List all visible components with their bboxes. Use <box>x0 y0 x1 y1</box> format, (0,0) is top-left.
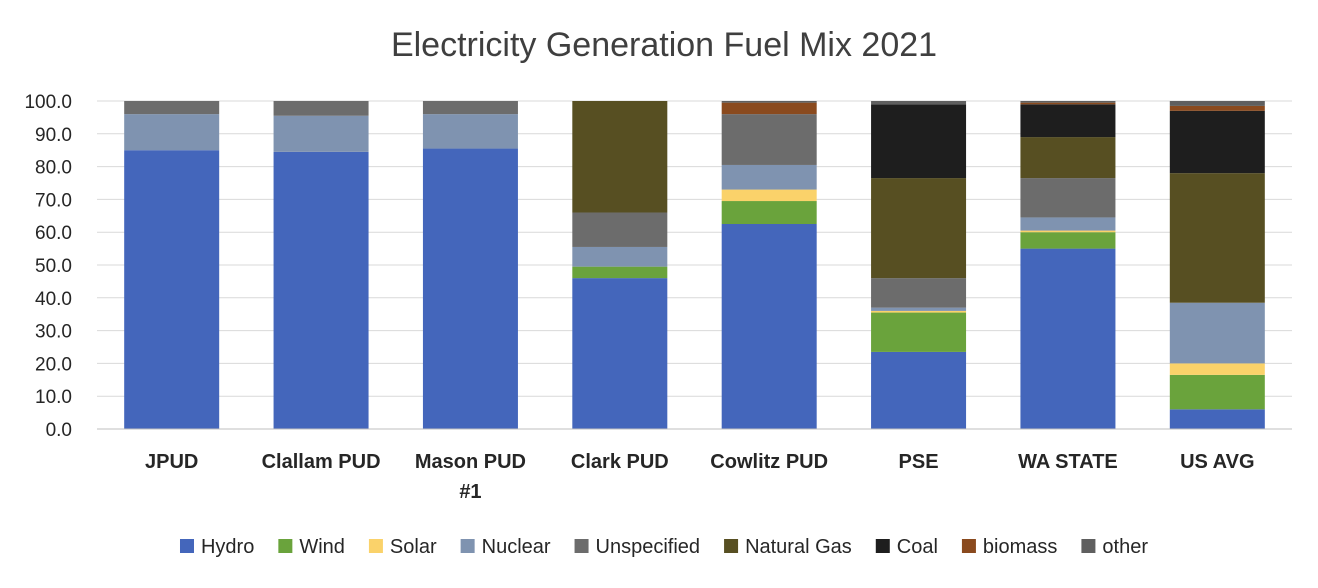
bar-segment-hydro <box>572 278 668 429</box>
x-tick-label: US AVG <box>1180 451 1254 473</box>
bar-segment-wind <box>721 201 817 224</box>
legend-label: other <box>1102 536 1148 558</box>
bar-segment-coal <box>871 104 967 179</box>
legend-swatch <box>179 539 194 553</box>
bar-segment-unspecified <box>572 212 668 247</box>
legend-swatch <box>368 539 383 553</box>
y-axis-ticks: 0.0 10.0 20.0 30.0 40.0 50.0 60.0 70.0 80.0 90.0 1… <box>24 92 72 441</box>
bar-segment-hydro <box>273 151 369 429</box>
bar-segment-unspecified <box>871 278 967 308</box>
x-tick-label: Clallam PUD <box>262 451 381 473</box>
legend-swatch <box>278 539 293 553</box>
x-tick-label-line: Clallam PUD <box>262 451 381 473</box>
bar-segment-coal <box>1020 104 1116 138</box>
bar-segment-wind <box>1169 374 1265 410</box>
legend-label: biomass <box>983 536 1057 558</box>
x-tick-label-line: Mason PUD <box>415 451 526 473</box>
legend-swatch <box>724 539 739 553</box>
y-tick-label: 30.0 <box>35 322 72 343</box>
legend-label: Wind <box>299 536 345 558</box>
x-tick-label-line: #1 <box>459 481 481 503</box>
legend-label: Natural Gas <box>745 536 852 558</box>
bar-segment-unspecified <box>721 114 817 165</box>
bar-segment-solar <box>1169 363 1265 375</box>
legend-swatch <box>875 539 890 553</box>
y-tick-label: 40.0 <box>35 289 72 310</box>
bar-segment-wind <box>871 312 967 352</box>
bar-segment-nuclear <box>273 115 369 152</box>
y-tick-label: 50.0 <box>35 256 72 277</box>
legend-swatch <box>574 539 589 553</box>
chart-title: Electricity Generation Fuel Mix 2021 <box>391 26 937 64</box>
bar-segment-hydro <box>1020 248 1116 429</box>
bar-segment-solar <box>721 189 817 202</box>
legend-label: Coal <box>897 536 938 558</box>
bar-segment-wind <box>572 266 668 279</box>
y-tick-label: 20.0 <box>35 354 72 375</box>
bar-segment-solar <box>871 310 967 313</box>
x-tick-label: Cowlitz PUD <box>710 451 828 473</box>
bar-segment-hydro <box>124 150 220 429</box>
bar-segment-natural-gas <box>572 101 668 213</box>
x-tick-label-line: WA STATE <box>1018 451 1118 473</box>
y-tick-label: 90.0 <box>35 125 72 146</box>
x-tick-label-line: US AVG <box>1180 451 1254 473</box>
legend-label: Unspecified <box>596 536 701 558</box>
bar-segment-coal <box>1169 110 1265 174</box>
bar-segment-unspecified <box>1020 178 1116 218</box>
bar-segment-other <box>1169 101 1265 106</box>
bar-segment-nuclear <box>1020 217 1116 231</box>
bar-segment-unspecified <box>422 101 518 115</box>
y-tick-label: 10.0 <box>35 387 72 408</box>
legend-swatch <box>460 539 475 553</box>
bar-segment-natural-gas <box>1169 173 1265 303</box>
bar-segment-other <box>1020 101 1116 103</box>
bars <box>97 101 1292 430</box>
bar-segment-nuclear <box>871 307 967 311</box>
x-axis-ticks: JPUD Clallam PUD Mason PUD #1 Clark PUD Cowli… <box>145 451 1255 503</box>
x-tick-label: PSE <box>899 451 939 473</box>
x-tick-label: Clark PUD <box>571 451 669 473</box>
x-tick-label: WA STATE <box>1018 451 1118 473</box>
bar-segment-other <box>871 101 967 105</box>
x-tick-label-line: JPUD <box>145 451 198 473</box>
bar-segment-unspecified <box>124 101 220 115</box>
bar-segment-hydro <box>871 351 967 429</box>
x-tick-label: JPUD <box>145 451 198 473</box>
bar-segment-nuclear <box>1169 302 1265 364</box>
x-tick-label-line: Cowlitz PUD <box>710 451 828 473</box>
legend-label: Solar <box>390 536 437 558</box>
bar-segment-nuclear <box>721 164 817 190</box>
x-tick-label: Mason PUD #1 <box>415 451 526 503</box>
y-tick-label: 80.0 <box>35 158 72 179</box>
y-tick-label: 70.0 <box>35 190 72 211</box>
bar-segment-unspecified <box>273 101 369 116</box>
bar-segment-wind <box>1020 232 1116 249</box>
bar-segment-other <box>721 101 817 103</box>
legend-swatch <box>1081 539 1096 553</box>
bar-segment-natural-gas <box>1020 137 1116 179</box>
x-tick-label-line: PSE <box>899 451 939 473</box>
bar-segment-nuclear <box>572 246 668 267</box>
legend-label: Hydro <box>201 536 254 558</box>
bar-segment-biomass <box>1169 105 1265 111</box>
y-tick-label: 60.0 <box>35 223 72 244</box>
y-tick-label: 100.0 <box>24 92 72 113</box>
bar-segment-natural-gas <box>871 178 967 279</box>
x-tick-label-line: Clark PUD <box>571 451 669 473</box>
bar-segment-hydro <box>422 148 518 429</box>
bar-segment-hydro <box>1169 409 1265 429</box>
bar-segment-nuclear <box>124 114 220 151</box>
y-tick-label: 0.0 <box>46 420 72 441</box>
bar-segment-biomass <box>1020 102 1116 105</box>
legend-swatch <box>961 539 976 553</box>
legend: Hydro Wind Solar Nuclear Unspecified Natural … <box>179 536 1148 558</box>
legend-label: Nuclear <box>482 536 551 558</box>
bar-segment-solar <box>1020 230 1116 233</box>
bar-segment-hydro <box>721 224 817 429</box>
bar-segment-biomass <box>721 102 817 115</box>
bar-segment-nuclear <box>422 114 518 149</box>
